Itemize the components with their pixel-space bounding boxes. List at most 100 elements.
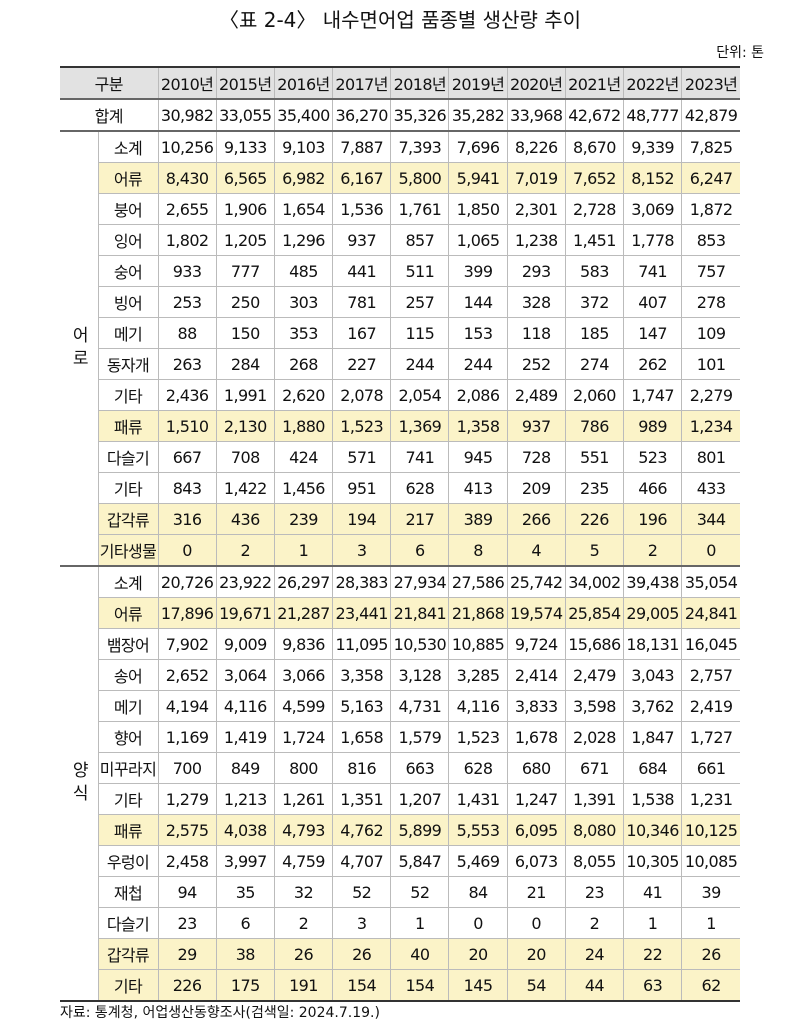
row-label: 소계 [97,565,159,598]
row-label: 붕어 [98,193,159,225]
cell: 511 [390,255,450,287]
cell: 41 [622,876,683,908]
data-row: 숭어 933 777 485 441 511 399 293 583 741 757 [60,255,740,287]
cell: 154 [390,969,450,1002]
cell: 5,899 [390,814,450,846]
cell: 4,038 [215,814,275,846]
cell: 1,727 [681,721,740,753]
cell: 8,430 [157,162,217,194]
data-row: 우렁이 2,458 3,997 4,759 4,707 5,847 5,469 6,073 8,… [60,845,740,877]
cell: 10,305 [622,845,683,877]
cell: 1,523 [448,721,508,753]
cell: 5,941 [448,162,508,194]
data-row: 기타생물 0 2 1 3 6 8 4 5 2 0 [60,534,740,567]
cell: 708 [215,441,275,473]
cell: 5 [564,534,625,567]
cell: 9,009 [215,628,275,660]
cell: 6,167 [332,162,392,194]
cell: 583 [564,255,625,287]
cell: 7,825 [681,130,740,163]
data-row: 기타 1,279 1,213 1,261 1,351 1,207 1,431 1,247 1,3… [60,783,740,815]
cell: 2,436 [157,379,217,411]
cell: 35 [215,876,275,908]
data-row: 양식 소계 20,726 23,922 26,297 28,383 27,934 27,586… [60,565,740,1002]
cell: 1,510 [157,410,217,442]
cell: 5,800 [390,162,450,194]
cell: 48,777 [622,98,683,132]
cell: 2,414 [506,659,566,691]
cell: 54 [506,969,566,1002]
cell: 52 [390,876,450,908]
cell: 1,065 [448,224,508,256]
row-label: 빙어 [98,286,159,318]
cell: 1,422 [215,472,275,504]
cell: 29 [157,938,217,970]
cell: 8 [448,534,508,567]
cell: 9,103 [273,130,334,163]
cell: 7,019 [506,162,566,194]
cell: 399 [448,255,508,287]
cell: 2,130 [215,410,275,442]
cell: 42,879 [681,98,740,132]
cell: 2,279 [681,379,740,411]
cell: 684 [622,752,683,784]
year-header: 2015년 [215,66,275,100]
cell: 11,095 [332,628,392,660]
cell: 344 [681,503,740,535]
cell: 2,479 [564,659,625,691]
cell: 1,536 [332,193,392,225]
cell: 1,872 [681,193,740,225]
cell: 1,579 [390,721,450,753]
cell: 7,902 [157,628,217,660]
data-row: 다슬기 667 708 424 571 741 945 728 551 523 801 [60,441,740,473]
cell: 9,836 [273,628,334,660]
data-row: 붕어 2,655 1,906 1,654 1,536 1,761 1,850 2,301 2,7… [60,193,740,225]
cell: 244 [448,348,508,380]
cell: 523 [622,441,683,473]
cell: 284 [215,348,275,380]
cell: 2,652 [157,659,217,691]
cell: 26 [273,938,334,970]
cell: 2,489 [506,379,566,411]
row-label: 기타생물 [98,534,159,567]
year-header: 2023년 [681,66,740,100]
cell: 20 [448,938,508,970]
cell: 17,896 [157,597,217,629]
year-header: 2018년 [390,66,450,100]
cell: 1,419 [215,721,275,753]
cell: 741 [390,441,450,473]
cell: 194 [332,503,392,535]
cell: 6 [390,534,450,567]
data-row: 패류 1,510 2,130 1,880 1,523 1,369 1,358 937 786 98… [60,410,740,442]
cell: 1,247 [506,783,566,815]
cell: 849 [215,752,275,784]
data-row: 메기 88 150 353 167 115 153 118 185 147 109 [60,317,740,349]
cell: 2,728 [564,193,625,225]
row-label: 패류 [98,814,159,846]
cell: 26 [681,938,740,970]
table-title: 〈표 2-4〉 내수면어업 품종별 생산량 추이 [218,8,582,32]
cell: 1,847 [622,721,683,753]
table-body: 합계 30,982 33,055 35,400 36,270 35,326 35,282 33… [60,98,740,1002]
cell: 29,005 [622,597,683,629]
data-row: 갑각류 29 38 26 26 40 20 20 24 22 26 [60,938,740,970]
cell: 145 [448,969,508,1002]
row-label: 기타 [98,783,159,815]
cell: 20,726 [157,565,217,598]
cell: 26,297 [273,565,334,598]
cell: 27,934 [390,565,450,598]
cell: 8,670 [564,130,625,163]
row-label: 기타 [98,379,159,411]
cell: 6,247 [681,162,740,194]
cell: 20 [506,938,566,970]
cell: 2 [564,907,625,939]
cell: 5,163 [332,690,392,722]
cell: 4,116 [215,690,275,722]
cell: 226 [157,969,217,1002]
cell: 1,523 [332,410,392,442]
cell: 353 [273,317,334,349]
cell: 10,885 [448,628,508,660]
cell: 1,231 [681,783,740,815]
